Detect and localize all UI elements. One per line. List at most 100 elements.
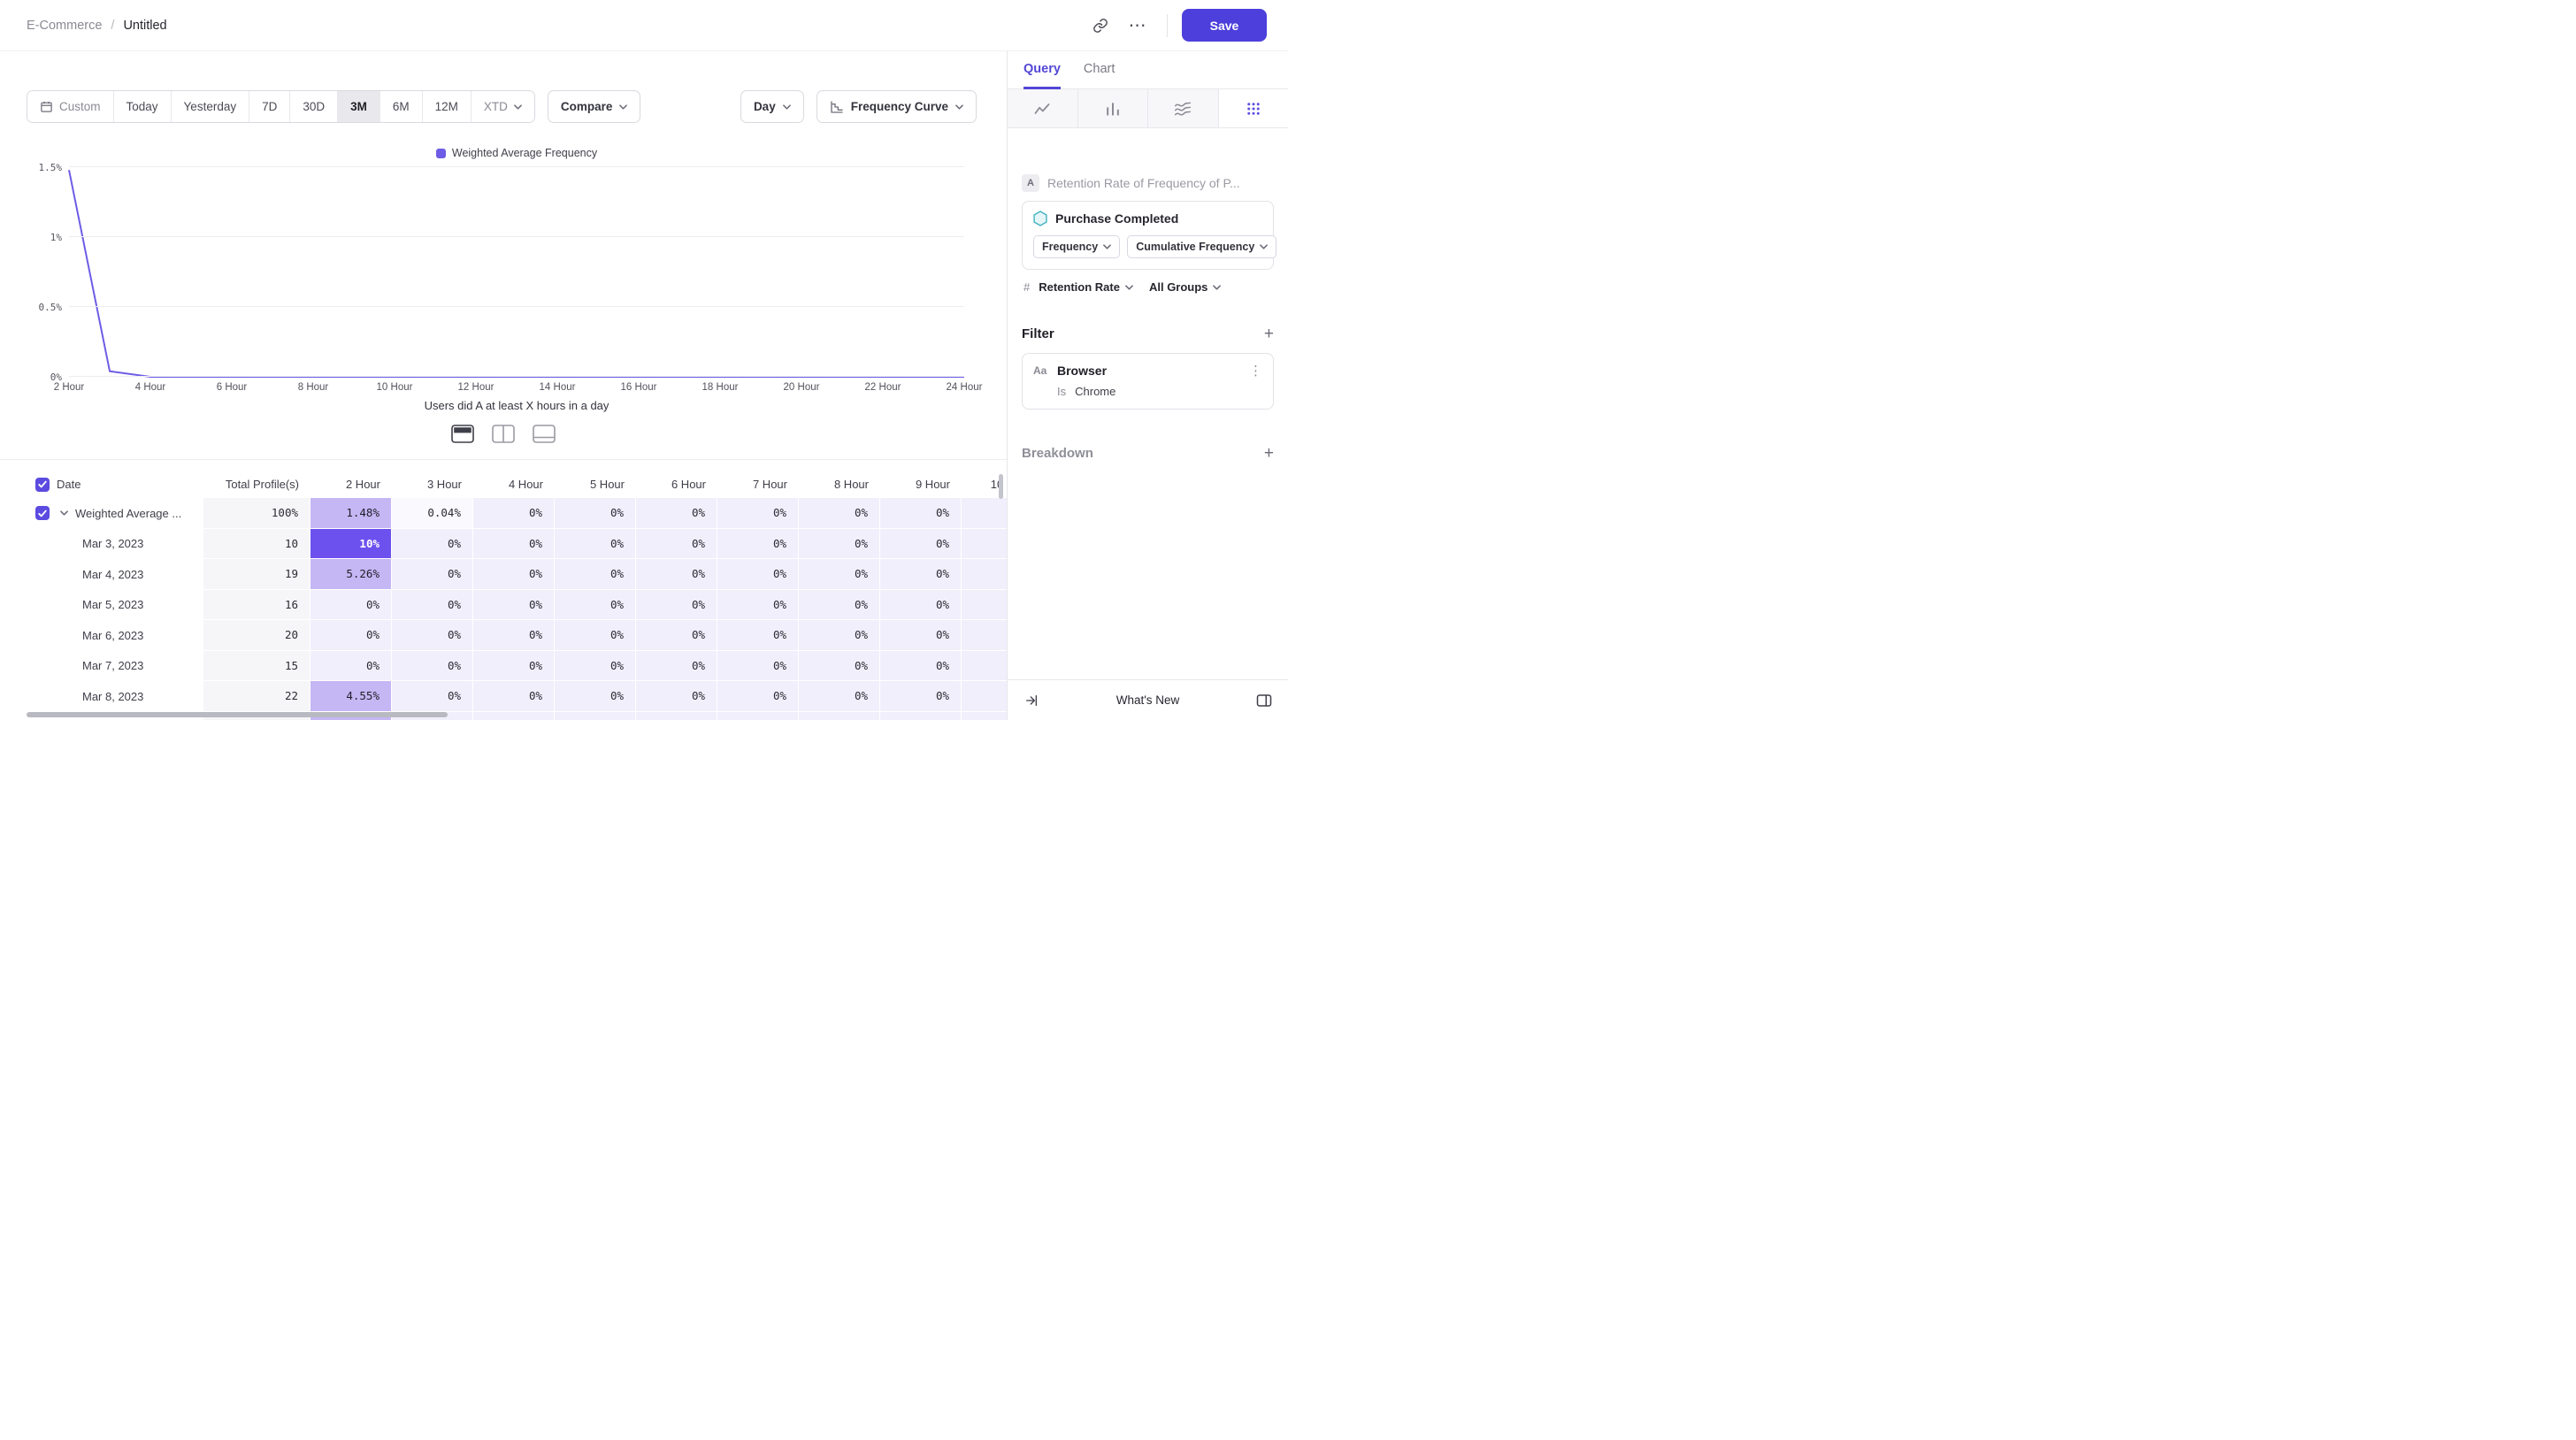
- row-select-checkbox[interactable]: [35, 506, 50, 521]
- vertical-scrollbar[interactable]: [999, 474, 1003, 499]
- value-cell-clipped: [962, 528, 1007, 559]
- cumulative-frequency-dropdown[interactable]: Cumulative Frequency: [1127, 235, 1277, 258]
- frequency-dropdown[interactable]: Frequency: [1033, 235, 1121, 258]
- range-custom-button[interactable]: Custom: [27, 91, 114, 122]
- breadcrumb-report-title[interactable]: Untitled: [123, 18, 167, 33]
- copy-link-button[interactable]: [1085, 11, 1116, 41]
- value-cell-clipped: [962, 681, 1007, 712]
- value-cell: 0%: [880, 528, 962, 559]
- range-label: 6M: [392, 100, 410, 113]
- filter-property[interactable]: Browser: [1057, 364, 1108, 378]
- layout-table-bottom-button[interactable]: [530, 423, 558, 445]
- range-6m-button[interactable]: 6M: [380, 91, 423, 122]
- hour-header: 5 Hour: [589, 478, 625, 491]
- measure-dropdown[interactable]: Retention Rate: [1039, 280, 1133, 294]
- value-cell: 0%: [636, 681, 717, 712]
- value-cell: 0%: [799, 620, 880, 651]
- more-options-button[interactable]: ⋯: [1123, 11, 1153, 41]
- x-axis-tick: 14 Hour: [539, 382, 576, 393]
- report-canvas: Custom Today Yesterday 7D 30D 3M 6M 12M XTD Comp…: [0, 51, 1007, 720]
- weighted-average-frequency-line: [69, 170, 964, 377]
- select-all-checkbox[interactable]: [35, 477, 50, 492]
- hour-header: 2 Hour: [345, 478, 380, 491]
- chevron-down-icon: [1213, 284, 1222, 290]
- compare-button[interactable]: Compare: [547, 90, 641, 123]
- results-table: Date Total Profile(s) 2 Hour 3 Hour 4 Hour 5 …: [0, 459, 1007, 720]
- chart-type-bar-chart[interactable]: [1077, 89, 1148, 127]
- range-7d-button[interactable]: 7D: [249, 91, 291, 122]
- value-cell: 0%: [636, 620, 717, 651]
- range-xtd-button[interactable]: XTD: [471, 91, 534, 122]
- layout-split-horizontal-button[interactable]: [448, 423, 477, 445]
- add-filter-button[interactable]: +: [1264, 326, 1274, 342]
- row-label: Mar 5, 2023: [82, 598, 144, 612]
- frequency-dots-icon: [1246, 101, 1261, 117]
- filter-options-icon[interactable]: ⋮: [1249, 364, 1262, 379]
- layout-split-vertical-button[interactable]: [489, 423, 518, 445]
- breadcrumb-separator: /: [111, 18, 115, 33]
- chart-type-stream-chart[interactable]: [1148, 89, 1219, 127]
- chart-type-button[interactable]: Frequency Curve: [816, 90, 977, 123]
- plus-icon: +: [1263, 325, 1274, 343]
- split-horizontal-icon: [451, 425, 474, 443]
- table-row: Weighted Average ... 100% 1.48% 0.04% 0% 0% 0%…: [0, 498, 1007, 529]
- series-title[interactable]: Retention Rate of Frequency of P...: [1047, 176, 1240, 190]
- expand-row-icon[interactable]: [60, 510, 68, 516]
- row-label-cell: Mar 8, 2023: [0, 681, 203, 712]
- granularity-button[interactable]: Day: [740, 90, 804, 123]
- horizontal-scrollbar[interactable]: [27, 712, 448, 717]
- range-today-button[interactable]: Today: [113, 91, 172, 122]
- chevron-down-icon: [1260, 244, 1269, 249]
- plus-icon: +: [1263, 444, 1274, 463]
- value-cell: 0%: [717, 559, 799, 590]
- value-cell: 0.04%: [392, 498, 473, 529]
- value-cell: 0%: [473, 528, 555, 559]
- save-button[interactable]: Save: [1182, 9, 1267, 42]
- chart-legend[interactable]: Weighted Average Frequency: [69, 147, 964, 159]
- filter-operator[interactable]: Is: [1057, 385, 1067, 398]
- value-cell: 0%: [473, 589, 555, 620]
- value-cell: 0%: [555, 650, 636, 681]
- chart-type-frequency-dots[interactable]: [1218, 89, 1288, 127]
- measure-row: # Retention Rate All Groups: [1022, 280, 1274, 294]
- x-axis-title: Users did A at least X hours in a day: [424, 399, 610, 412]
- range-12m-button[interactable]: 12M: [422, 91, 472, 122]
- whats-new-link[interactable]: What's New: [1116, 693, 1180, 707]
- table-row: Mar 5, 2023 16 0% 0% 0% 0% 0% 0% 0% 0%: [0, 589, 1007, 620]
- string-property-icon: Aa: [1033, 364, 1047, 377]
- panel-layout-button[interactable]: [1251, 687, 1277, 714]
- tab-query[interactable]: Query: [1024, 51, 1061, 89]
- series-row: A Retention Rate of Frequency of P...: [1022, 174, 1274, 192]
- range-3m-button[interactable]: 3M: [338, 91, 380, 122]
- stream-chart-icon: [1174, 100, 1192, 118]
- groups-dropdown-label: All Groups: [1148, 280, 1208, 294]
- collapse-panel-button[interactable]: [1018, 687, 1045, 714]
- more-horizontal-icon: ⋯: [1128, 15, 1147, 35]
- y-axis-tick: 1.5%: [38, 162, 63, 173]
- filter-section-header: Filter +: [1022, 326, 1274, 342]
- tab-chart[interactable]: Chart: [1083, 62, 1116, 76]
- chart-type-line-chart[interactable]: [1008, 89, 1078, 127]
- add-breakdown-button[interactable]: +: [1264, 445, 1274, 462]
- chevron-down-icon: [955, 103, 963, 110]
- breadcrumb-project[interactable]: E-Commerce: [27, 18, 103, 33]
- value-cell: 0%: [636, 589, 717, 620]
- chevron-down-icon: [514, 103, 522, 110]
- frequency-dropdown-label: Frequency: [1042, 241, 1099, 253]
- gridline: [69, 166, 964, 167]
- value-cell: 1.48%: [310, 498, 392, 529]
- date-range-group: Custom Today Yesterday 7D 30D 3M 6M 12M XTD: [27, 90, 535, 123]
- filter-value[interactable]: Chrome: [1075, 385, 1116, 398]
- event-row[interactable]: Purchase Completed: [1023, 202, 1273, 234]
- value-cell: 0%: [473, 559, 555, 590]
- range-30d-button[interactable]: 30D: [290, 91, 339, 122]
- row-label: Mar 3, 2023: [82, 537, 144, 551]
- filter-card[interactable]: Aa Browser ⋮ Is Chrome: [1022, 353, 1274, 410]
- x-axis-tick: 24 Hour: [946, 382, 983, 393]
- breadcrumb: E-Commerce / Untitled: [27, 19, 167, 33]
- range-yesterday-button[interactable]: Yesterday: [171, 91, 250, 122]
- range-label: Yesterday: [183, 100, 237, 113]
- chevron-down-icon: [782, 103, 791, 110]
- value-cell: 0%: [392, 650, 473, 681]
- groups-dropdown[interactable]: All Groups: [1148, 280, 1222, 294]
